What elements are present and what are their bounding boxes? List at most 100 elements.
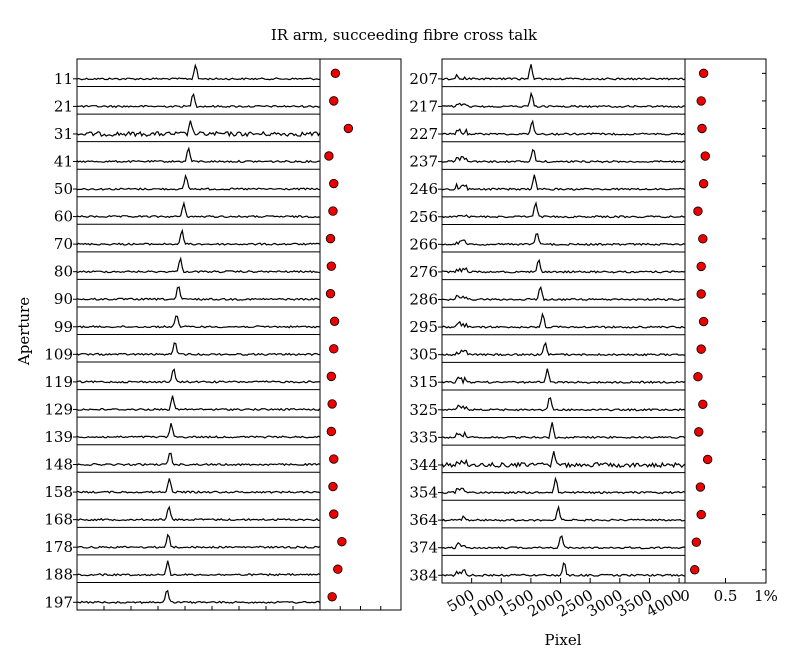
right-spectrum-line-325	[441, 397, 686, 412]
left-crosstalk-point	[326, 426, 337, 437]
left-spectrum-line-148	[76, 452, 321, 467]
left-spectrum-line-188	[76, 560, 321, 577]
right-aperture-label-325: 325	[409, 401, 438, 419]
crosstalk-tick-label-0: 0	[680, 587, 690, 605]
right-crosstalk-frame	[684, 58, 767, 584]
left-spectrum-line-41	[76, 146, 321, 164]
crosstalk-tick-label-0.5: 0.5	[714, 587, 738, 605]
left-crosstalk-point	[337, 536, 347, 547]
left-aperture-label-178: 178	[44, 538, 73, 556]
left-crosstalk-point	[325, 233, 336, 244]
right-aperture-label-354: 354	[409, 484, 438, 502]
left-spectrum-line-70	[76, 228, 321, 246]
right-spectrum-line-315	[441, 368, 686, 385]
right-crosstalk-point	[691, 537, 702, 547]
right-spectrum-line-286	[441, 285, 686, 302]
left-spectrum-line-60	[76, 200, 321, 219]
left-aperture-label-21: 21	[54, 97, 73, 115]
right-spectrum-line-207	[441, 64, 686, 81]
right-aperture-label-256: 256	[409, 208, 438, 226]
right-aperture-label-364: 364	[409, 511, 438, 529]
right-spectrum-line-276	[441, 258, 686, 274]
left-aperture-label-50: 50	[54, 180, 73, 198]
left-aperture-label-158: 158	[44, 483, 73, 501]
right-aperture-label-305: 305	[409, 346, 438, 364]
right-crosstalk-point	[700, 151, 710, 161]
left-aperture-label-139: 139	[44, 428, 73, 446]
right-aperture-label-246: 246	[409, 180, 438, 198]
right-aperture-label-384: 384	[409, 566, 438, 584]
right-spectrum-line-305	[441, 341, 686, 357]
left-crosstalk-point	[329, 178, 339, 189]
left-aperture-label-168: 168	[44, 511, 73, 529]
right-crosstalk-point	[698, 178, 709, 189]
left-crosstalk-point	[330, 68, 341, 79]
left-crosstalk-frame	[319, 58, 402, 611]
right-crosstalk-point	[698, 399, 708, 409]
chart-title: IR arm, succeeding fibre cross talk	[271, 26, 538, 44]
left-crosstalk-point	[329, 344, 339, 354]
left-spectrum-line-119	[76, 368, 321, 384]
crosstalk-tick-label-1%: 1%	[754, 587, 778, 605]
left-aperture-label-119: 119	[44, 373, 73, 391]
left-spectrum-line-168	[76, 505, 321, 522]
left-crosstalk-point	[325, 289, 336, 299]
right-crosstalk-point	[693, 206, 703, 216]
left-crosstalk-point	[328, 481, 338, 492]
left-crosstalk-point	[326, 371, 337, 382]
right-spectrum-line-364	[441, 504, 686, 522]
right-spectrum-line-246	[441, 174, 686, 192]
left-spectrum-line-31	[76, 120, 321, 138]
left-spectrum-line-109	[76, 342, 321, 356]
right-aperture-label-217: 217	[409, 97, 438, 115]
right-aperture-label-344: 344	[409, 456, 438, 474]
left-aperture-label-31: 31	[54, 125, 73, 143]
left-aperture-label-80: 80	[54, 263, 73, 281]
left-aperture-label-90: 90	[54, 290, 73, 308]
right-crosstalk-point	[702, 454, 713, 465]
right-aperture-label-227: 227	[409, 125, 438, 143]
left-spectrum-line-11	[76, 63, 320, 81]
left-aperture-label-70: 70	[54, 235, 73, 253]
right-aperture-label-315: 315	[409, 373, 438, 391]
right-aperture-label-335: 335	[409, 428, 438, 446]
left-spectrum-line-50	[76, 173, 321, 191]
right-spectrum-line-344	[441, 451, 686, 469]
left-crosstalk-point	[328, 206, 338, 216]
left-crosstalk-point	[324, 151, 334, 161]
left-aperture-label-11: 11	[54, 70, 73, 88]
right-spectrum-line-374	[441, 535, 686, 550]
right-crosstalk-point	[690, 565, 700, 575]
right-spectra-frame	[441, 58, 686, 584]
left-spectrum-line-90	[76, 286, 321, 301]
left-aperture-label-109: 109	[44, 345, 73, 363]
left-aperture-label-188: 188	[44, 566, 73, 584]
left-crosstalk-point	[329, 454, 339, 464]
left-aperture-label-41: 41	[54, 152, 73, 170]
right-crosstalk-point	[696, 344, 706, 354]
right-spectrum-line-295	[441, 311, 686, 329]
right-spectrum-line-266	[441, 233, 686, 247]
right-crosstalk-point	[698, 68, 709, 79]
x-axis-label: Pixel	[544, 631, 581, 649]
left-crosstalk-point	[327, 592, 337, 602]
right-spectrum-line-384	[441, 562, 686, 577]
left-aperture-label-99: 99	[54, 318, 73, 336]
right-crosstalk-point	[697, 123, 707, 134]
right-spectrum-line-335	[441, 422, 686, 440]
left-aperture-label-148: 148	[44, 456, 73, 474]
right-aperture-label-266: 266	[409, 235, 438, 253]
left-aperture-label-197: 197	[44, 593, 73, 611]
right-spectrum-line-237	[441, 148, 686, 164]
left-crosstalk-point	[329, 509, 339, 519]
right-crosstalk-point	[693, 372, 703, 382]
right-aperture-label-237: 237	[409, 153, 438, 171]
left-crosstalk-point	[326, 261, 337, 271]
right-aperture-label-295: 295	[409, 318, 438, 336]
right-aperture-label-374: 374	[409, 539, 438, 557]
left-crosstalk-point	[343, 123, 354, 134]
left-spectrum-line-80	[76, 256, 321, 274]
left-spectrum-line-197	[76, 589, 321, 604]
right-spectrum-line-256	[441, 200, 686, 219]
right-crosstalk-point	[696, 261, 706, 272]
